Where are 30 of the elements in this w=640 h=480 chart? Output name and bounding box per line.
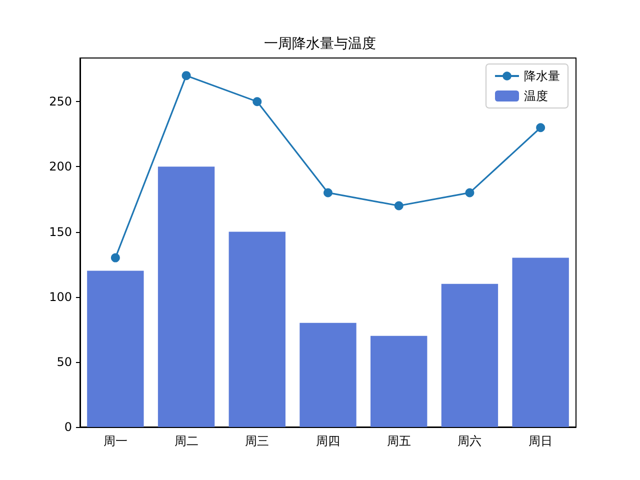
point (110, 253, 120, 262)
x-tick-label: 周五 (386, 434, 411, 448)
x-tick-label: 周三 (245, 434, 270, 448)
y-tick-label: 200 (49, 160, 72, 174)
y-tick-label: 50 (56, 354, 72, 369)
bar (512, 258, 569, 427)
y-tick-label: 0 (64, 420, 72, 434)
bar (441, 284, 498, 427)
legend-label: 温度 (524, 89, 548, 103)
y-tick-label: 100 (49, 290, 72, 304)
x-tick-label: 周日 (528, 434, 553, 448)
point (394, 201, 404, 210)
y-tick-label: 250 (49, 94, 72, 109)
bar (228, 232, 286, 427)
point (252, 97, 262, 106)
chart-title: 一周降水量与温度 (264, 36, 376, 52)
bar (158, 166, 215, 427)
x-tick-label: 周四 (316, 434, 340, 448)
x-tick-label: 周六 (458, 434, 482, 448)
point (324, 188, 332, 198)
point (182, 71, 191, 80)
bar (87, 270, 144, 427)
legend-label: 降水量 (524, 69, 560, 83)
bar (370, 336, 428, 427)
x-tick-label: 周一 (103, 434, 128, 448)
point (536, 123, 546, 132)
point (465, 188, 474, 198)
y-tick-label: 150 (49, 224, 72, 239)
x-tick-label: 周二 (174, 434, 198, 448)
bar (300, 322, 356, 427)
